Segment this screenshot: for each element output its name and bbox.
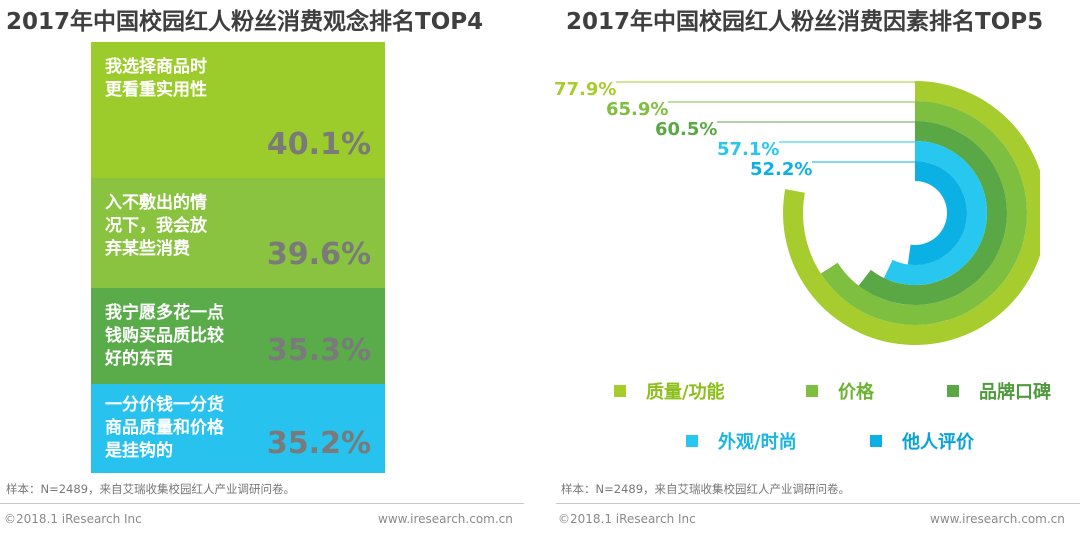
concept-label: 一分价钱一分货 商品质量和价格 是挂钩的 (105, 394, 265, 463)
legend-item-quality: 质量/功能 (614, 378, 725, 404)
legend-swatch (870, 435, 882, 447)
concept-value: 39.6% (266, 237, 371, 272)
concept-value: 35.3% (266, 333, 371, 368)
concept-value: 35.2% (266, 426, 371, 461)
concept-block: 我宁愿多花一点 钱购买品质比较 好的东西 35.3% (91, 288, 385, 384)
concept-label-line: 好的东西 (105, 349, 173, 369)
legend-swatch (614, 385, 626, 397)
ring-5 (907, 161, 967, 265)
source-note-left: 样本：N=2489，来自艾瑞收集校园红人产业调研问卷。 (6, 482, 296, 496)
copyright-right: ©2018.1 iResearch Inc (558, 512, 696, 526)
concept-block: 入不敷出的情 况下，我会放 弃某些消费 39.6% (91, 178, 385, 288)
legend-item-price: 价格 (806, 378, 874, 404)
legend-label: 品牌口碑 (979, 382, 1051, 403)
legend-label: 外观/时尚 (718, 432, 797, 453)
concept-label-line: 更看重实用性 (105, 80, 207, 100)
legend-label: 他人评价 (902, 432, 974, 453)
concept-label: 我选择商品时 更看重实用性 (105, 56, 265, 102)
legend-item-appearance: 外观/时尚 (686, 428, 797, 454)
concept-label: 入不敷出的情 况下，我会放 弃某些消费 (105, 192, 265, 261)
concept-label-line: 我选择商品时 (105, 57, 207, 77)
ring-3 (858, 121, 1007, 305)
concept-label: 我宁愿多花一点 钱购买品质比较 好的东西 (105, 302, 265, 371)
website-right: www.iresearch.com.cn (930, 512, 1065, 526)
legend-swatch (686, 435, 698, 447)
concept-label-line: 入不敷出的情 (105, 193, 207, 213)
legend-item-others-review: 他人评价 (870, 428, 974, 454)
legend-swatch (947, 385, 959, 397)
value-label: 77.9% (554, 79, 616, 100)
concept-value: 40.1% (266, 127, 371, 162)
concept-label-line: 弃某些消费 (105, 239, 190, 259)
right-chart-title: 2017年中国校园红人粉丝消费因素排名TOP5 (566, 9, 1044, 35)
concept-label-line: 是挂钩的 (105, 441, 173, 461)
footer-divider-right (556, 503, 1080, 504)
concept-label-line: 况下，我会放 (105, 216, 207, 236)
footer-divider-left (0, 503, 524, 504)
legend-label: 质量/功能 (646, 382, 725, 403)
source-note-right: 样本：N=2489，来自艾瑞收集校园红人产业调研问卷。 (561, 482, 851, 496)
ring-4 (883, 141, 987, 285)
value-label: 65.9% (606, 99, 668, 120)
value-label: 52.2% (750, 159, 812, 180)
legend-label: 价格 (838, 382, 874, 403)
concept-block: 一分价钱一分货 商品质量和价格 是挂钩的 35.2% (91, 384, 385, 473)
value-label: 60.5% (655, 119, 717, 140)
consumption-factor-radial-chart: 77.9%65.9%60.5%57.1%52.2% (554, 79, 1040, 345)
legend-swatch (806, 385, 818, 397)
left-chart-title: 2017年中国校园红人粉丝消费观念排名TOP4 (6, 9, 484, 35)
concept-label-line: 一分价钱一分货 (105, 395, 224, 415)
legend-item-brand: 品牌口碑 (947, 378, 1051, 404)
concept-label-line: 我宁愿多花一点 (105, 303, 224, 323)
website-left: www.iresearch.com.cn (378, 512, 513, 526)
concept-label-line: 钱购买品质比较 (105, 326, 224, 346)
concept-label-line: 商品质量和价格 (105, 418, 224, 438)
copyright-left: ©2018.1 iResearch Inc (4, 512, 142, 526)
concept-block: 我选择商品时 更看重实用性 40.1% (91, 42, 385, 178)
value-label: 57.1% (717, 139, 779, 160)
